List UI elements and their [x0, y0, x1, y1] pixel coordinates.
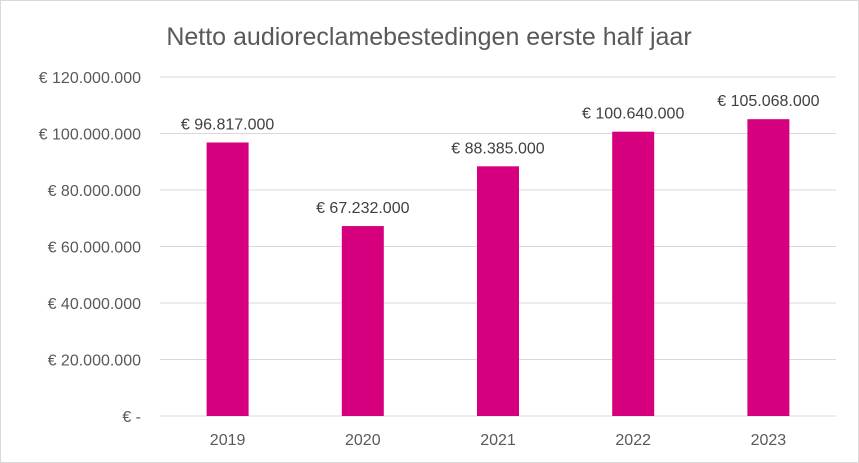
data-labels: € 96.817.000 € 67.232.000 € 88.385.000 € 10…: [181, 93, 820, 217]
bar-2021: [477, 166, 519, 416]
data-label-2021: € 88.385.000: [451, 140, 545, 157]
y-axis-tick-labels: € - € 20.000.000 € 40.000.000 € 60.000.000 €…: [39, 70, 141, 426]
bar-2022: [612, 131, 655, 416]
chart-title: Netto audioreclamebestedingen eerste hal…: [166, 23, 691, 51]
y-tick-label: € 100.000.000: [39, 127, 141, 144]
bar-2023: [747, 119, 790, 417]
data-label-2022: € 100.640.000: [582, 106, 684, 123]
y-tick-label: € 20.000.000: [48, 353, 142, 370]
y-tick-label: € 40.000.000: [48, 296, 142, 313]
bar-2019: [206, 142, 249, 416]
bars: [206, 119, 790, 417]
x-tick-label-2022: 2022: [615, 432, 651, 449]
y-tick-label: € 120.000.000: [39, 70, 141, 87]
data-label-2023: € 105.068.000: [717, 93, 819, 110]
data-label-2020: € 67.232.000: [316, 200, 410, 217]
y-tick-label: € -: [122, 409, 141, 426]
x-tick-label-2021: 2021: [480, 432, 516, 449]
x-axis-tick-labels: 2019 2020 2021 2022 2023: [210, 432, 786, 449]
data-label-2019: € 96.817.000: [181, 116, 275, 133]
y-tick-label: € 80.000.000: [48, 183, 142, 200]
x-tick-label-2020: 2020: [345, 432, 381, 449]
x-tick-label-2023: 2023: [751, 432, 787, 449]
y-tick-label: € 60.000.000: [48, 240, 142, 257]
x-tick-label-2019: 2019: [210, 432, 246, 449]
bar-2020: [341, 226, 384, 416]
